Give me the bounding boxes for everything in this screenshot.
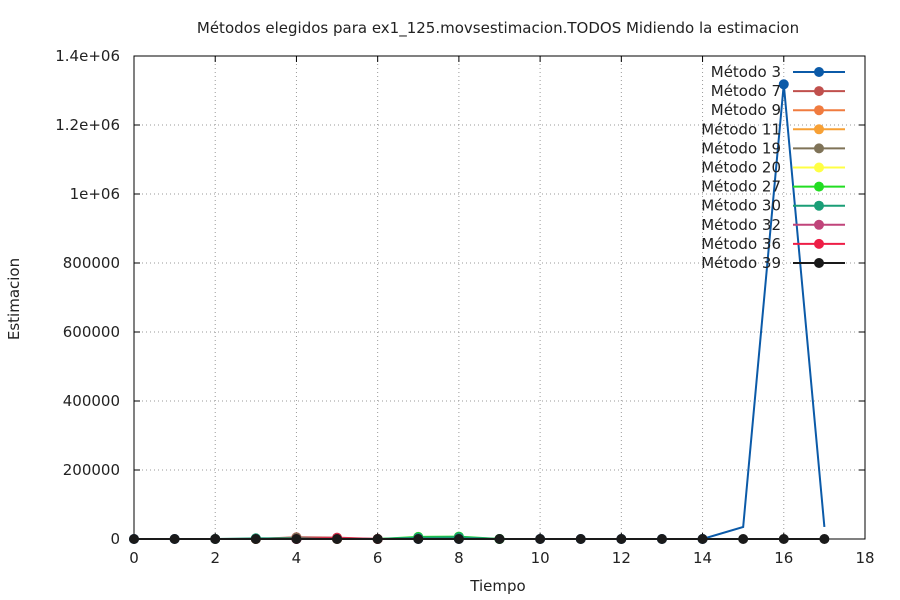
legend-label: Método 30: [701, 197, 781, 215]
legend-label: Método 11: [701, 120, 781, 138]
chart-title: Métodos elegidos para ex1_125.movsestima…: [197, 19, 799, 38]
y-tick-label: 600000: [63, 323, 120, 341]
legend-marker-swatch: [814, 124, 824, 135]
data-point: [129, 534, 139, 544]
legend-marker-swatch: [814, 105, 824, 116]
x-tick-label: 10: [531, 549, 550, 567]
legend-item: Método 7: [711, 82, 845, 100]
data-point: [738, 534, 749, 544]
y-tick-label: 400000: [63, 392, 120, 410]
axis-ticks: 0 2 4 6 8 10 12 14 16 18 0 200000 400000 600000 800000…: [55, 47, 874, 567]
legend-item: Método 27: [701, 178, 845, 196]
data-point: [332, 534, 343, 544]
data-point: [616, 534, 627, 544]
data-point: [819, 534, 830, 544]
data-point: [778, 534, 789, 544]
legend-label: Método 20: [701, 159, 781, 177]
legend-item: Método 20: [701, 159, 845, 177]
data-point: [494, 534, 505, 544]
legend-marker-swatch: [814, 219, 824, 230]
legend-item: Método 39: [701, 254, 845, 272]
x-tick-label: 18: [855, 549, 874, 567]
legend-label: Método 19: [701, 139, 781, 157]
legend-item: Método 9: [711, 101, 845, 119]
legend-marker-swatch: [814, 238, 824, 249]
x-axis-label: Tiempo: [469, 577, 525, 595]
data-point: [697, 534, 708, 544]
y-tick-label: 200000: [63, 461, 120, 479]
legend-item: Método 11: [701, 120, 845, 138]
legend-item: Método 3: [711, 63, 845, 81]
legend-label: Método 7: [711, 82, 781, 100]
legend-label: Método 32: [701, 216, 781, 234]
legend-label: Método 9: [711, 101, 781, 119]
data-point: [372, 534, 383, 544]
y-tick-label: 1.2e+06: [55, 116, 120, 134]
x-tick-label: 12: [612, 549, 631, 567]
y-axis-label: Estimacion: [5, 258, 23, 340]
legend-marker-swatch: [814, 258, 824, 268]
data-point: [535, 534, 546, 544]
x-tick-label: 2: [210, 549, 220, 567]
data-point: [413, 534, 424, 544]
grid: [134, 56, 865, 539]
legend-marker-swatch: [814, 143, 824, 154]
x-tick-label: 6: [373, 549, 383, 567]
legend-marker-swatch: [814, 181, 824, 192]
series-group: [129, 79, 830, 544]
data-point: [575, 534, 586, 544]
legend-marker-swatch: [814, 200, 824, 211]
legend-marker-swatch: [814, 67, 824, 77]
x-tick-label: 14: [693, 549, 712, 567]
data-point: [778, 79, 789, 90]
y-tick-label: 800000: [63, 254, 120, 272]
legend-label: Método 36: [701, 235, 781, 253]
data-point: [453, 534, 464, 544]
legend-marker-swatch: [814, 86, 824, 97]
y-tick-label: 1e+06: [70, 185, 120, 203]
data-point: [210, 534, 221, 544]
y-tick-label: 0: [110, 530, 120, 548]
x-tick-label: 0: [129, 549, 139, 567]
data-point: [656, 534, 667, 544]
legend-label: Método 27: [701, 178, 781, 196]
x-tick-label: 4: [292, 549, 302, 567]
data-point: [291, 534, 302, 544]
data-point: [250, 534, 261, 544]
y-tick-label: 1.4e+06: [55, 47, 120, 65]
series-m-todo-39: [129, 534, 830, 544]
legend-item: Método 36: [701, 235, 845, 253]
legend-item: Método 19: [701, 139, 845, 157]
legend-label: Método 3: [711, 63, 781, 81]
x-tick-label: 8: [454, 549, 464, 567]
legend-label: Método 39: [701, 254, 781, 272]
legend-item: Método 32: [701, 216, 845, 234]
data-point: [169, 534, 180, 544]
legend-item: Método 30: [701, 197, 845, 215]
x-tick-label: 16: [774, 549, 793, 567]
legend-marker-swatch: [814, 162, 824, 173]
